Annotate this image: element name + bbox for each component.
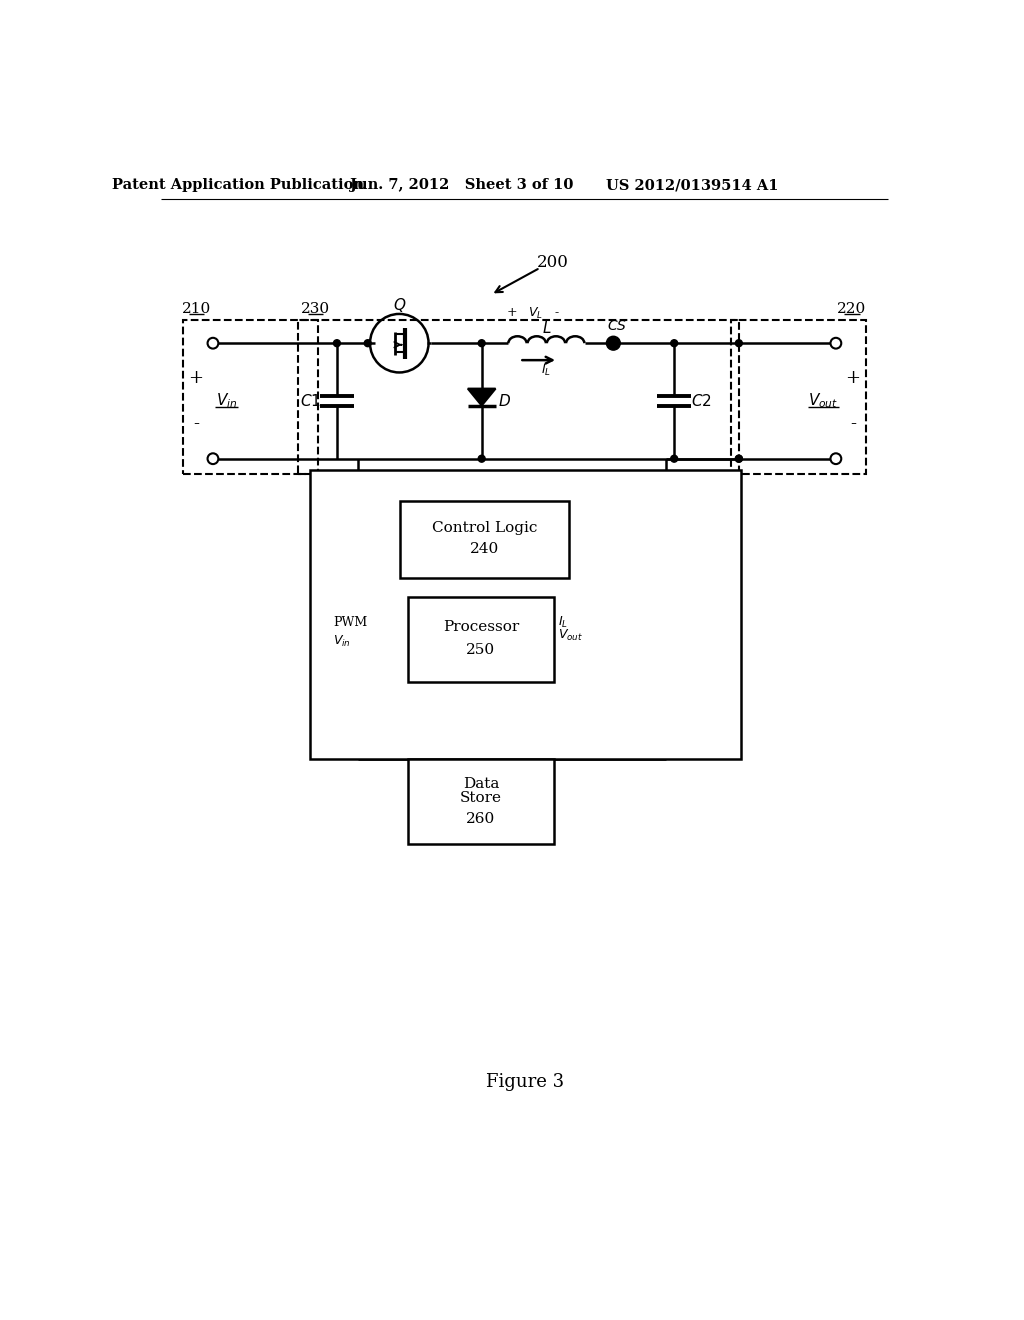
Text: $CS$: $CS$ [607,319,628,333]
Text: 260: 260 [466,812,496,826]
Text: $C2$: $C2$ [691,393,712,409]
Text: $I_L$: $I_L$ [558,615,568,630]
Bar [408,759,554,843]
Bar [400,502,569,578]
Text: 200: 200 [537,253,568,271]
Text: $I_L$: $I_L$ [542,363,551,378]
Text: $L$: $L$ [542,319,551,335]
Text: +   $V_L$   -: + $V_L$ - [506,306,559,322]
Text: Data: Data [463,776,499,791]
Circle shape [735,455,742,462]
Circle shape [478,455,485,462]
Text: +: + [188,368,204,387]
Bar [408,597,554,682]
Text: $V_{in}$: $V_{in}$ [216,392,238,411]
Text: Store: Store [460,791,502,804]
Text: +: + [846,368,860,387]
Bar [310,470,741,759]
Bar [731,321,866,474]
Text: $D$: $D$ [499,393,511,409]
Text: $V_{out}$: $V_{out}$ [558,628,583,643]
Text: 240: 240 [470,541,500,556]
Text: $C1$: $C1$ [300,393,321,409]
Circle shape [671,455,678,462]
Circle shape [478,339,485,347]
Text: US 2012/0139514 A1: US 2012/0139514 A1 [606,178,779,193]
Bar [183,321,317,474]
Text: -: - [193,414,199,433]
Text: 250: 250 [466,643,496,656]
Text: $V_{out}$: $V_{out}$ [808,392,839,411]
Bar [298,321,739,474]
Text: Jun. 7, 2012   Sheet 3 of 10: Jun. 7, 2012 Sheet 3 of 10 [350,178,573,193]
Text: Control Logic: Control Logic [432,521,538,535]
Text: -: - [850,414,856,433]
Text: Processor: Processor [442,619,519,634]
Polygon shape [468,388,496,405]
Circle shape [606,337,621,350]
Text: 230: 230 [301,301,330,315]
Text: Figure 3: Figure 3 [485,1073,564,1092]
Circle shape [735,455,742,462]
Text: $V_{in}$: $V_{in}$ [333,634,351,648]
Text: Patent Application Publication: Patent Application Publication [113,178,365,193]
Circle shape [671,339,678,347]
Circle shape [334,339,340,347]
Text: 210: 210 [182,301,211,315]
Circle shape [610,339,616,347]
Circle shape [365,339,371,347]
Text: 220: 220 [838,301,866,315]
Circle shape [735,339,742,347]
Text: PWM: PWM [333,616,368,630]
Text: $Q$: $Q$ [392,296,406,314]
